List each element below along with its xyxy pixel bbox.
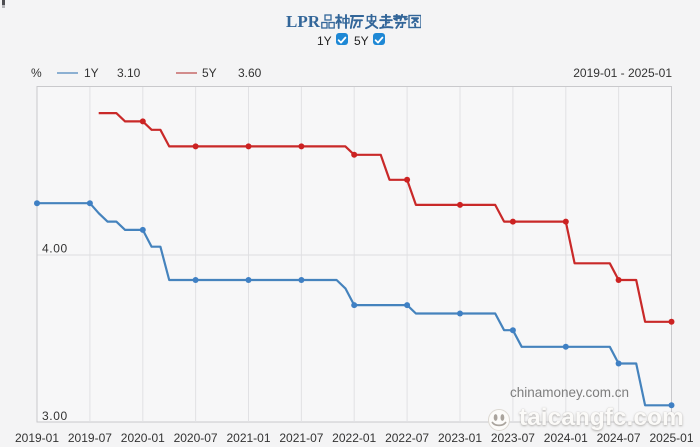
svg-text:2021-07: 2021-07 (279, 431, 323, 445)
svg-text:2024-01: 2024-01 (544, 431, 588, 445)
svg-text:2024-07: 2024-07 (597, 431, 641, 445)
svg-text:2021-01: 2021-01 (226, 431, 270, 445)
svg-text:3.00: 3.00 (42, 409, 68, 423)
svg-text:2023-01: 2023-01 (438, 431, 482, 445)
svg-text:2022-01: 2022-01 (332, 431, 376, 445)
svg-text:2025-01: 2025-01 (649, 431, 693, 445)
svg-text:2019-07: 2019-07 (68, 431, 112, 445)
svg-text:2023-07: 2023-07 (491, 431, 535, 445)
svg-text:2020-07: 2020-07 (174, 431, 218, 445)
svg-text:2022-07: 2022-07 (385, 431, 429, 445)
svg-text:4.00: 4.00 (42, 242, 68, 256)
svg-text:2019-01: 2019-01 (15, 431, 59, 445)
svg-text:2020-01: 2020-01 (121, 431, 165, 445)
